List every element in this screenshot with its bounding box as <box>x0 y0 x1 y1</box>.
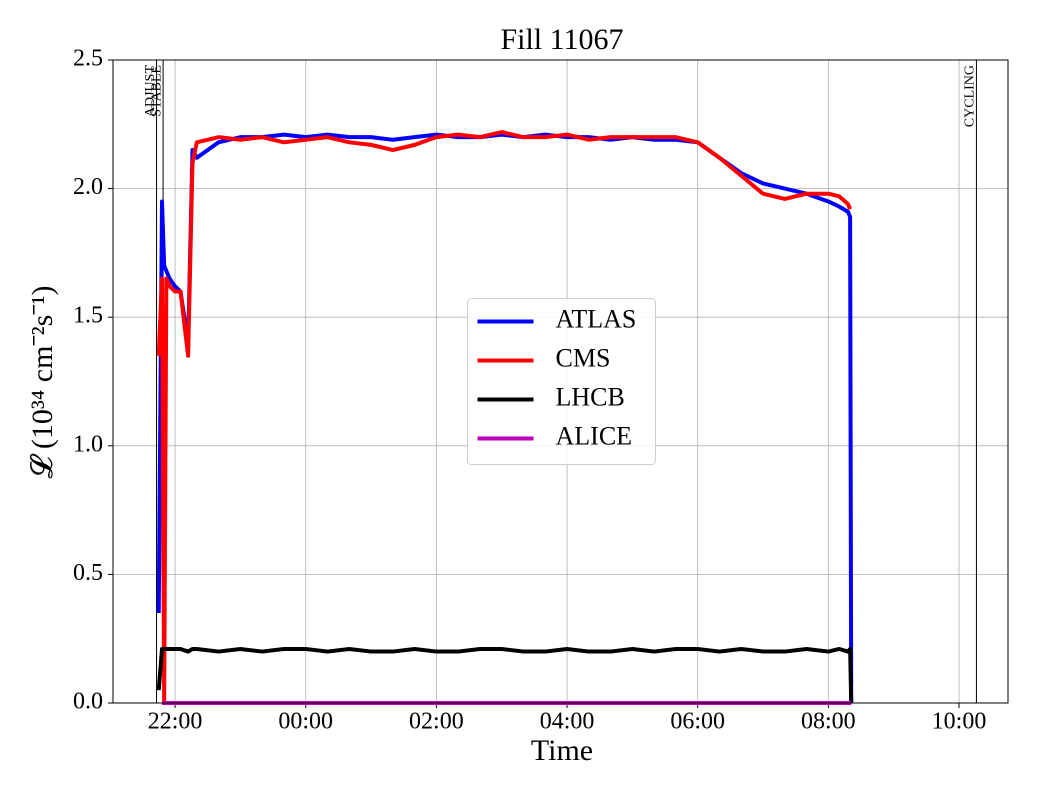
y-tick-label: 0.5 <box>73 560 103 586</box>
chart-title: Fill 11067 <box>500 23 623 56</box>
plot-frame <box>112 59 1009 704</box>
legend-label: LHCB <box>556 382 625 411</box>
x-axis-label: Time <box>531 734 593 767</box>
series-line <box>156 646 854 704</box>
y-tick-label: 2.0 <box>73 174 103 200</box>
x-tick-label: 08:00 <box>801 709 856 735</box>
x-tick-label: 04:00 <box>540 709 595 735</box>
y-axis-label: 𝓛 (10³⁴ cm⁻²s⁻¹) <box>26 286 59 479</box>
x-tick-label: 06:00 <box>670 709 725 735</box>
annotation-label: STABLE <box>149 65 164 117</box>
legend-label: CMS <box>556 343 611 372</box>
x-tick-label: 00:00 <box>278 709 333 735</box>
y-tick-label: 1.0 <box>73 431 103 457</box>
x-tick-label: 02:00 <box>409 709 464 735</box>
annotation-label: CYCLING <box>963 65 978 127</box>
legend: ATLAS CMS LHCB ALICE <box>467 298 656 465</box>
legend-box <box>467 298 656 465</box>
series-line <box>156 130 852 705</box>
x-tick-label: 10:00 <box>932 709 987 735</box>
x-tick-label: 22:00 <box>148 709 203 735</box>
y-tick-label: 2.5 <box>73 46 103 72</box>
legend-label: ALICE <box>556 421 633 450</box>
y-tick-label: 1.5 <box>73 303 103 329</box>
y-tick-label: 0.0 <box>73 689 103 715</box>
legend-label: ATLAS <box>556 304 637 333</box>
annotation-label: ADJUST <box>143 65 158 118</box>
